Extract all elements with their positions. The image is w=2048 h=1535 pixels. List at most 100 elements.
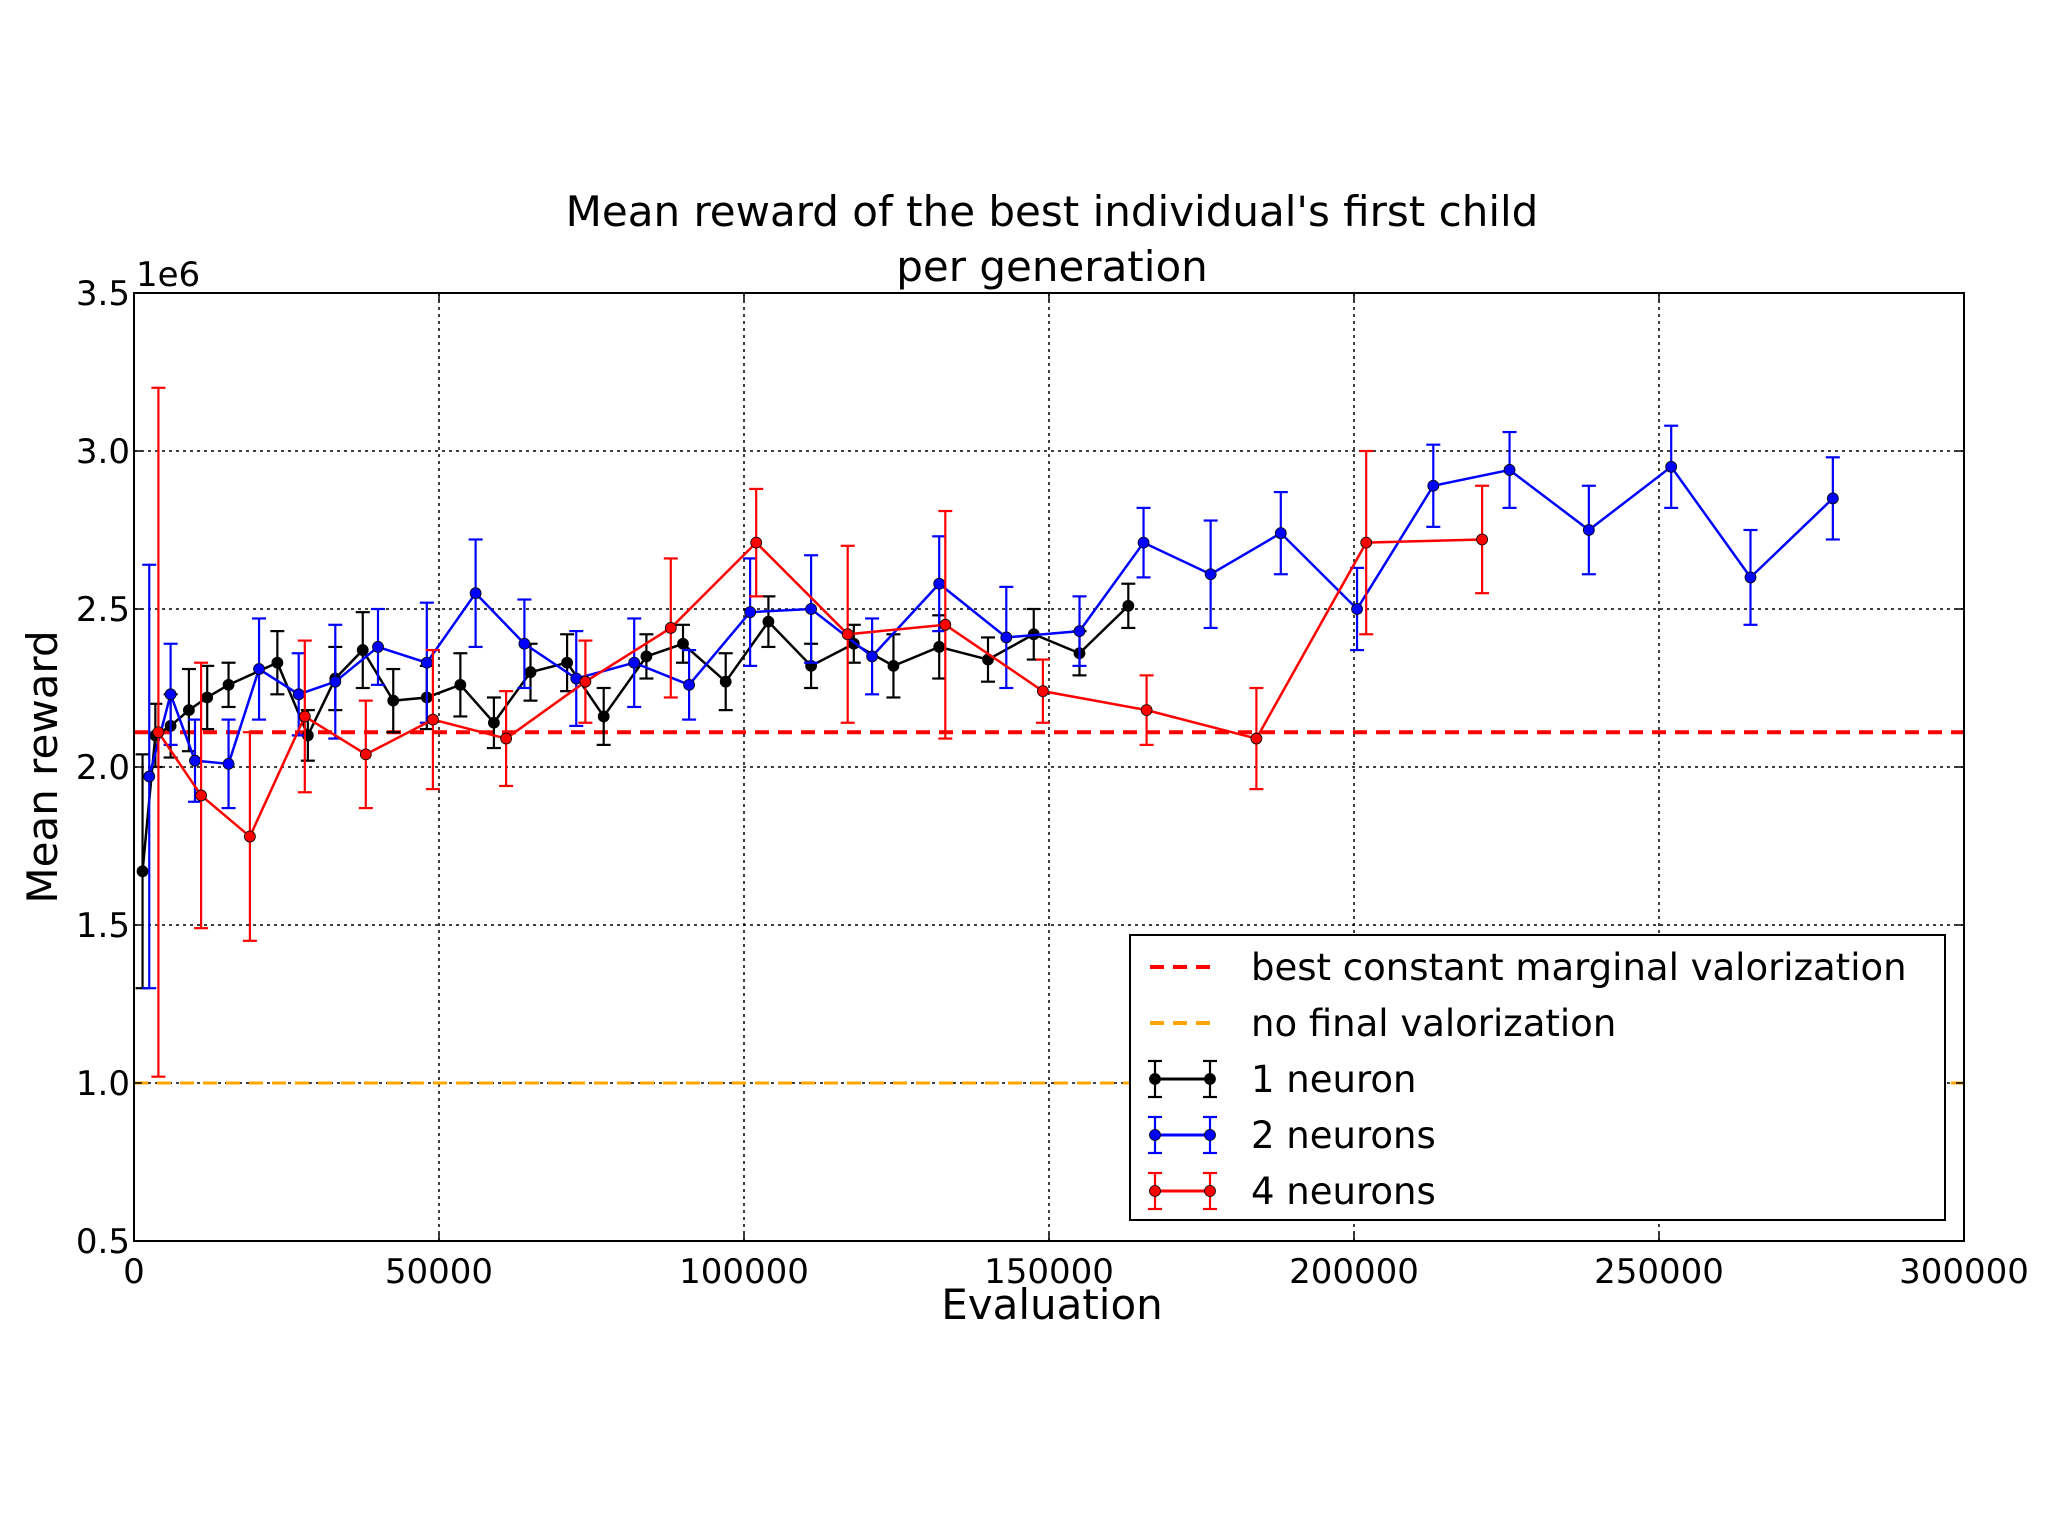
x-tick-label: 200000 <box>1289 1252 1419 1292</box>
data-point <box>152 726 165 739</box>
data-point <box>1351 603 1363 615</box>
chart-subtitle: per generation <box>896 242 1208 291</box>
data-point <box>640 650 653 663</box>
data-point <box>524 666 537 679</box>
legend-item: no final valorization <box>1150 1002 1616 1045</box>
data-point <box>1826 492 1839 505</box>
data-point <box>628 656 641 669</box>
data-point <box>1137 536 1150 549</box>
data-point <box>420 656 433 669</box>
data-point <box>487 716 500 729</box>
data-point <box>189 754 201 767</box>
y-tick-label: 3.5 <box>76 274 130 314</box>
data-point <box>1037 685 1049 698</box>
data-point <box>933 577 946 590</box>
data-point <box>182 704 195 717</box>
x-tick-label: 0 <box>123 1252 145 1292</box>
data-point <box>1122 599 1135 612</box>
data-point <box>597 710 610 723</box>
legend: best constant marginal valorization no fi… <box>1129 934 1946 1221</box>
data-point <box>1427 479 1440 492</box>
data-point <box>744 606 756 619</box>
data-point <box>1250 732 1263 745</box>
legend-marker <box>1204 1185 1216 1197</box>
data-point <box>1503 464 1516 476</box>
legend-label: no final valorization <box>1251 1002 1616 1045</box>
data-point <box>195 789 208 802</box>
legend-marker <box>1204 1129 1216 1141</box>
y-tick-label: 1.0 <box>76 1064 130 1104</box>
series-1-neuron <box>135 582 1136 990</box>
chart-title: Mean reward of the best individual's fir… <box>566 187 1539 236</box>
legend-item: 4 neurons <box>1148 1170 1436 1213</box>
data-point <box>1204 568 1217 581</box>
data-point <box>1000 631 1013 644</box>
data-point <box>359 748 372 761</box>
y-tick-label: 0.5 <box>76 1222 130 1262</box>
data-point <box>933 641 946 653</box>
data-point <box>518 637 531 650</box>
x-axis-ticks: 0 50000 100000 150000 200000 250000 300000 <box>123 293 2029 1292</box>
data-point <box>253 663 265 675</box>
data-point <box>664 622 677 634</box>
legend-item: best constant marginal valorization <box>1150 946 1907 989</box>
legend-box <box>1129 934 1946 1221</box>
data-point <box>1476 533 1488 546</box>
x-tick-label: 250000 <box>1594 1252 1724 1292</box>
data-point <box>1140 704 1153 717</box>
data-point <box>887 659 900 672</box>
data-point <box>1744 571 1757 584</box>
x-axis-label: Evaluation <box>941 1280 1163 1329</box>
y-axis-label: Mean reward <box>18 630 67 903</box>
x-tick-label: 300000 <box>1899 1252 2029 1292</box>
x-tick-label: 50000 <box>385 1252 493 1292</box>
data-point <box>805 603 817 615</box>
data-point <box>1665 460 1678 473</box>
data-point <box>1360 536 1373 549</box>
x-tick-label: 150000 <box>984 1252 1114 1292</box>
data-point <box>454 678 467 691</box>
data-point <box>222 678 235 691</box>
data-point <box>271 656 284 669</box>
data-point <box>866 650 878 663</box>
data-point <box>500 732 513 745</box>
data-point <box>164 688 177 701</box>
data-point <box>387 694 400 707</box>
legend-item: 2 neurons <box>1148 1114 1436 1157</box>
data-point <box>292 688 305 701</box>
data-point <box>683 678 695 691</box>
series-4-neurons <box>151 386 1490 1078</box>
x-tick-label: 100000 <box>679 1252 809 1292</box>
data-point <box>841 628 854 641</box>
data-point <box>579 675 592 688</box>
legend-label: 1 neuron <box>1251 1058 1416 1101</box>
legend-label: best constant marginal valorization <box>1251 946 1907 989</box>
data-point <box>356 644 369 656</box>
y-tick-label: 3.0 <box>76 432 130 472</box>
legend-marker <box>1149 1073 1161 1085</box>
series-2-neurons <box>142 424 1840 990</box>
data-point <box>329 675 342 688</box>
data-point <box>939 618 952 631</box>
data-point <box>750 536 763 549</box>
data-series <box>135 386 1840 1078</box>
data-point <box>1073 625 1086 638</box>
data-point <box>762 615 775 628</box>
data-point <box>372 641 384 653</box>
series-line <box>141 604 1130 872</box>
legend-label: 4 neurons <box>1251 1170 1436 1213</box>
series-line <box>148 465 1834 777</box>
legend-marker <box>1204 1073 1216 1085</box>
data-point <box>136 865 149 878</box>
legend-marker <box>1149 1185 1161 1197</box>
legend-item: 1 neuron <box>1148 1058 1416 1101</box>
data-point <box>201 691 214 704</box>
data-point <box>426 713 439 726</box>
data-point <box>143 770 156 783</box>
y-axis-ticks: 0.5 1.0 1.5 2.0 2.5 3.0 3.5 <box>76 274 1964 1262</box>
data-point <box>1274 527 1287 540</box>
data-point <box>469 587 482 600</box>
y-tick-label: 2.5 <box>76 590 130 630</box>
data-point <box>561 656 573 669</box>
legend-label: 2 neurons <box>1251 1114 1436 1157</box>
